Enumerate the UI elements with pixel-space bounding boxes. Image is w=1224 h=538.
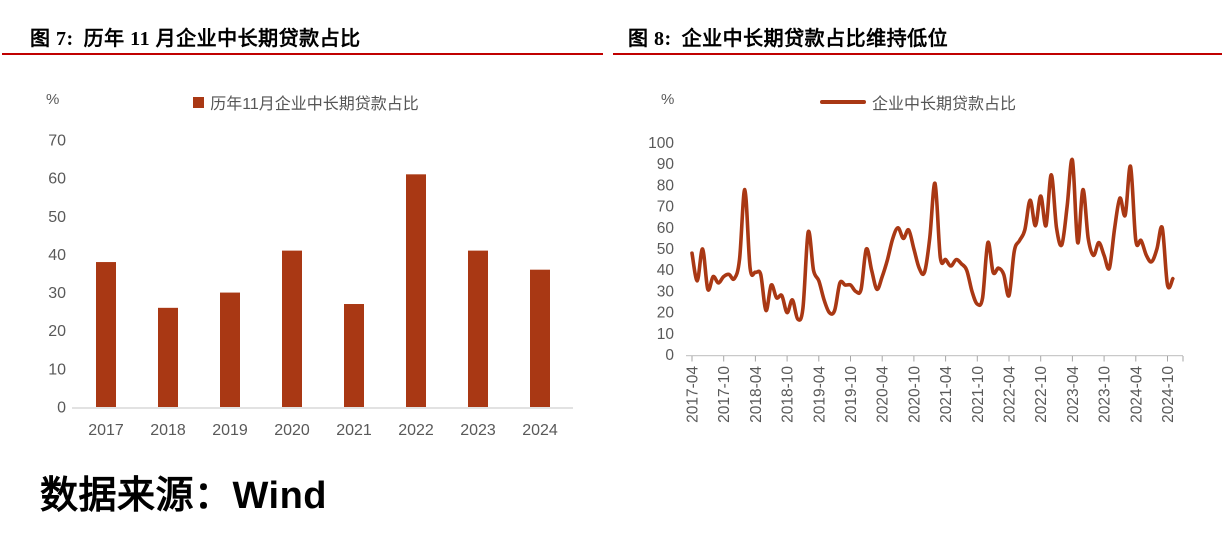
figure-8-caption: 企业中长期贷款占比维持低位 bbox=[681, 28, 949, 50]
svg-text:30: 30 bbox=[48, 285, 66, 302]
figure-7-title: 图 7: 历年 11 月企业中长期贷款占比 bbox=[30, 22, 361, 51]
figure-8-number: 图 8: bbox=[628, 28, 672, 50]
svg-text:40: 40 bbox=[657, 262, 675, 279]
figure-7-caption: 历年 11 月企业中长期贷款占比 bbox=[83, 28, 361, 50]
svg-text:60: 60 bbox=[48, 171, 66, 188]
right-axis-unit: % bbox=[661, 91, 675, 108]
svg-text:2017: 2017 bbox=[88, 422, 124, 439]
svg-text:2021: 2021 bbox=[336, 422, 372, 439]
svg-text:2020: 2020 bbox=[274, 422, 310, 439]
svg-text:2020-04: 2020-04 bbox=[875, 366, 892, 423]
svg-text:10: 10 bbox=[48, 361, 66, 378]
svg-text:70: 70 bbox=[657, 199, 675, 216]
data-source-note: 数据来源：Wind bbox=[40, 475, 328, 517]
left-axis-unit: % bbox=[46, 91, 60, 108]
figure-7-number: 图 7: bbox=[30, 28, 74, 50]
svg-text:100: 100 bbox=[648, 135, 674, 152]
svg-text:2019: 2019 bbox=[212, 422, 248, 439]
svg-text:2024: 2024 bbox=[522, 422, 558, 439]
figure-8-rule bbox=[613, 53, 1222, 55]
svg-text:70: 70 bbox=[48, 133, 66, 150]
svg-text:50: 50 bbox=[48, 209, 66, 226]
svg-text:2019-10: 2019-10 bbox=[843, 366, 860, 423]
svg-text:2023: 2023 bbox=[460, 422, 496, 439]
figure-8-title: 图 8: 企业中长期贷款占比维持低位 bbox=[628, 22, 948, 51]
svg-text:2022: 2022 bbox=[398, 422, 434, 439]
svg-text:2018-10: 2018-10 bbox=[780, 366, 797, 423]
svg-text:20: 20 bbox=[657, 305, 675, 322]
svg-text:60: 60 bbox=[657, 220, 675, 237]
svg-text:20: 20 bbox=[48, 323, 66, 340]
svg-text:2024-04: 2024-04 bbox=[1128, 366, 1145, 423]
svg-text:80: 80 bbox=[657, 177, 675, 194]
svg-text:2021-04: 2021-04 bbox=[938, 366, 955, 423]
svg-text:50: 50 bbox=[657, 241, 675, 258]
svg-text:2018: 2018 bbox=[150, 422, 186, 439]
svg-text:0: 0 bbox=[665, 347, 674, 364]
svg-text:40: 40 bbox=[48, 247, 66, 264]
bar-chart-canvas: 0 10 20 30 40 50 60 70 2017 2018 2019 2020 2021 2022 2… bbox=[48, 133, 573, 439]
svg-text:2021-10: 2021-10 bbox=[970, 366, 987, 423]
svg-text:2022-10: 2022-10 bbox=[1033, 366, 1050, 423]
svg-text:2020-10: 2020-10 bbox=[906, 366, 923, 423]
svg-text:2023-10: 2023-10 bbox=[1097, 366, 1114, 423]
svg-text:30: 30 bbox=[657, 283, 675, 300]
line-chart-canvas: 0 10 20 30 40 50 60 70 80 90 100 2017-04 2017-10 2018… bbox=[648, 135, 1184, 423]
svg-text:2017-10: 2017-10 bbox=[716, 366, 733, 423]
svg-text:90: 90 bbox=[657, 156, 675, 173]
svg-text:2019-04: 2019-04 bbox=[811, 366, 828, 423]
figure-7-rule bbox=[2, 53, 603, 55]
svg-text:0: 0 bbox=[57, 400, 66, 417]
svg-text:2024-10: 2024-10 bbox=[1160, 366, 1177, 423]
svg-text:2022-04: 2022-04 bbox=[1001, 366, 1018, 423]
svg-text:2017-04: 2017-04 bbox=[685, 366, 702, 423]
svg-text:2023-04: 2023-04 bbox=[1065, 366, 1082, 423]
svg-text:10: 10 bbox=[657, 326, 675, 343]
svg-text:2018-04: 2018-04 bbox=[748, 366, 765, 423]
